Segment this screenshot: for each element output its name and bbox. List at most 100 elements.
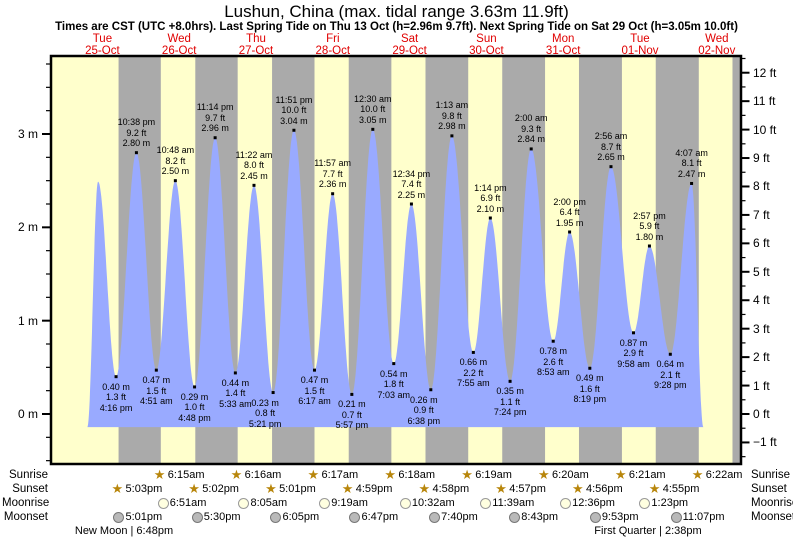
sunset-time: 4:55pm [662,483,700,495]
sunrise-star-icon: ★ [538,467,550,482]
tide-extreme-dot [173,179,177,183]
tide-extreme-dot [690,181,694,185]
moonset-moon-icon [509,512,521,523]
tide-low-label: 0.47 m 1.5 ft 4:51 am [140,375,173,407]
row-label-sunset-right: Sunset [751,483,787,495]
moonset-time: 11:07pm [682,511,725,523]
tide-extreme-dot [450,134,454,138]
left-axis-label: 3 m [17,127,38,141]
moonrise-moon-icon [399,498,411,509]
day-date-label: 28-Oct [315,45,351,57]
sunrise-star-icon: ★ [153,467,166,482]
sunset-time: 5:01pm [279,483,316,495]
sunrise-time: 6:22am [705,469,743,481]
tide-extreme-dot [213,136,217,140]
sunrise-time: 6:17am [321,469,359,481]
tide-low-label: 0.40 m 1.3 ft 4:16 pm [99,381,133,413]
row-label-sunrise-right: Sunrise [751,469,790,481]
day-date-label: 26-Oct [161,45,197,57]
day-weekday-label: Thu [246,33,266,45]
right-axis-label: 4 ft [753,293,770,308]
row-label-sunset-left: Sunset [12,483,48,495]
tide-low-label: 0.64 m 2.1 ft 9:28 pm [654,359,687,391]
tide-high-label: 2:00 pm 6.4 ft 1.95 m [553,196,586,228]
sunrise-time: 6:18am [398,469,436,481]
tide-extreme-dot [350,392,354,396]
moonset-moon-icon [349,512,361,523]
row-label-moonset-right: Moonset [751,511,793,523]
sunset-time: 4:56pm [585,483,623,495]
tide-low-label: 0.87 m 2.9 ft 9:58 am [617,337,650,369]
moonset-time: 9:53pm [601,511,639,523]
day-weekday-label: Sun [476,33,497,45]
moonrise-time: 10:32am [411,497,455,509]
sunrise-star-icon: ★ [384,467,397,482]
sunset-time: 4:58pm [432,483,470,495]
tide-extreme-dot [508,379,512,383]
tide-high-label: 2:56 am 8.7 ft 2.65 m [594,131,628,163]
tide-low-label: 0.66 m 2.2 ft 7:55 am [457,357,490,389]
right-axis-label: 8 ft [753,179,770,194]
sunrise-star-icon: ★ [230,467,243,482]
tide-extreme-dot [429,388,433,392]
tide-high-label: 2:57 pm 5.9 ft 1.80 m [633,210,666,242]
tide-extreme-dot [409,202,413,206]
moonset-time: 5:30pm [203,511,241,523]
moonrise-time: 11:39am [492,497,535,509]
tide-extreme-dot [632,331,636,335]
right-axis-label: 1 ft [753,378,770,393]
tide-extreme-dot [392,362,396,366]
tide-high-label: 4:07 am 8.1 ft 2.47 m [675,147,708,179]
right-axis-label: 2 ft [753,350,770,365]
tide-high-label: 2:00 am 9.3 ft 2.84 m [514,113,548,145]
sunset-time: 4:59pm [355,483,393,495]
tide-extreme-dot [233,371,237,375]
moonrise-time: 6:51am [169,497,207,509]
right-axis-label: 0 ft [753,407,770,421]
day-date-label: 01-Nov [621,45,659,57]
night-band [732,57,740,463]
moon-phase-first-quarter: First Quarter | 2:38pm [594,525,702,537]
tide-high-label: 11:51 pm 10.0 ft 3.04 m [275,94,313,126]
moonrise-moon-icon [238,498,250,509]
sunrise-star-icon: ★ [614,467,627,482]
day-date-label: 27-Oct [238,45,274,57]
tide-high-label: 10:48 am 8.2 ft 2.50 m [156,145,195,177]
tide-extreme-dot [471,350,475,354]
sunrise-time: 6:19am [475,469,512,481]
page-title: Lushun, China (max. tidal range 3.63m 11… [224,2,569,21]
day-weekday-label: Wed [167,33,191,45]
tide-high-label: 12:34 pm 7.4 ft 2.25 m [392,168,431,200]
right-axis-label: 5 ft [753,264,770,279]
sunset-star-icon: ★ [188,481,200,496]
moonset-time: 5:01pm [125,511,163,523]
moon-phase-new-moon: New Moon | 6:48pm [74,525,174,537]
right-axis-label: 7 ft [753,207,770,222]
tide-extreme-dot [312,368,316,372]
tide-low-label: 0.23 m 0.8 ft 5:21 pm [248,397,282,429]
tide-extreme-dot [331,192,335,196]
day-weekday-label: Sat [400,33,419,45]
sunrise-star-icon: ★ [461,467,473,482]
sunset-star-icon: ★ [265,481,277,496]
tide-extreme-dot [488,216,492,220]
tide-high-label: 10:38 pm 9.2 ft 2.80 m [117,117,156,149]
sunrise-time: 6:16am [244,469,282,481]
row-label-moonrise-left: Moonrise [2,497,50,509]
moonrise-moon-icon [157,498,169,509]
moonrise-time: 8:05am [250,497,288,509]
day-weekday-label: Tue [630,33,650,45]
tide-high-label: 12:30 am 10.0 ft 3.05 m [354,93,392,125]
sunset-star-icon: ★ [571,481,584,496]
moonset-time: 6:47pm [361,511,399,523]
moonset-moon-icon [670,512,682,523]
day-date-label: 29-Oct [392,45,427,57]
tide-extreme-dot [271,391,275,395]
moonrise-moon-icon [639,498,651,509]
sunset-star-icon: ★ [648,481,661,496]
tide-extreme-dot [252,183,256,187]
moonset-time: 7:40pm [441,511,478,523]
day-date-label: 31-Oct [545,45,581,57]
